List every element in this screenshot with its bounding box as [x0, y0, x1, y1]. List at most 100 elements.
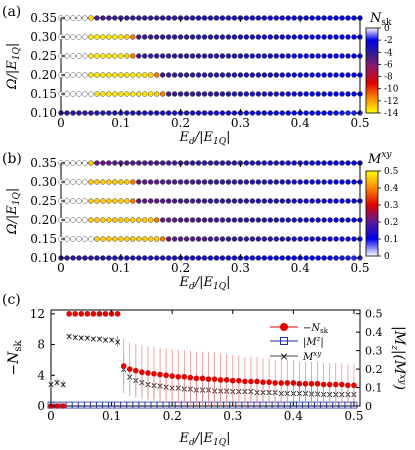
- scatter-point: [64, 34, 70, 40]
- scatter-point: [279, 236, 286, 242]
- scatter-point: [297, 217, 303, 223]
- scatter-point: [130, 198, 136, 204]
- y-tick-label: 0.25: [30, 49, 57, 63]
- scatter-point: [195, 217, 202, 223]
- scatter-point: [135, 217, 142, 223]
- scatter-point: [141, 160, 148, 166]
- scatter-point: [249, 255, 256, 261]
- scatter-point: [106, 15, 112, 21]
- scatter-point: [124, 91, 130, 97]
- scatter-point: [141, 53, 148, 59]
- scatter-point: [141, 217, 148, 223]
- scatter-point: [339, 72, 345, 78]
- x-tick-label: 0.4: [291, 116, 310, 130]
- scatter-point: [201, 72, 208, 78]
- nsk-point: [181, 374, 188, 380]
- scatter-point: [225, 34, 232, 40]
- colorbar-tick-label: 0.3: [384, 201, 399, 211]
- scatter-point: [100, 34, 106, 40]
- scatter-point: [291, 179, 297, 185]
- scatter-point: [153, 236, 160, 242]
- scatter-point: [327, 160, 333, 166]
- y-tick-label-right: 0.1: [365, 382, 383, 395]
- scatter-point: [237, 179, 244, 185]
- scatter-point: [225, 15, 232, 21]
- scatter-point: [124, 255, 130, 261]
- colorbar-tick-label: -2: [384, 36, 393, 46]
- scatter-point: [249, 217, 256, 223]
- scatter-point: [285, 72, 291, 78]
- scatter-point: [207, 160, 214, 166]
- scatter-point: [112, 217, 118, 223]
- scatter-point: [177, 53, 184, 59]
- colorbar-tick-label: 0.1: [384, 235, 398, 245]
- nsk-point: [90, 311, 97, 317]
- scatter-point: [88, 34, 94, 40]
- x-tick-label: 0.3: [223, 409, 242, 423]
- scatter-point: [100, 53, 106, 59]
- scatter-point: [237, 217, 244, 223]
- scatter-point: [64, 198, 70, 204]
- scatter-point: [195, 236, 202, 242]
- scatter-point: [243, 15, 250, 21]
- scatter-point: [106, 72, 112, 78]
- scatter-point: [171, 217, 178, 223]
- nsk-point: [193, 375, 200, 382]
- scatter-point: [147, 72, 154, 78]
- scatter-point: [249, 91, 256, 97]
- scatter-point: [82, 72, 88, 78]
- scatter-point: [159, 34, 166, 40]
- mxy-point: ×: [59, 380, 67, 390]
- scatter-point: [351, 198, 357, 204]
- scatter-point: [165, 217, 172, 223]
- x-tick-label: 0.3: [231, 261, 250, 275]
- panel-a-axes: 0 0.1 0.2 0.3 0.4 0.5 0.10 0.15 0.20 0.25 0.30 0.35: [30, 11, 369, 130]
- scatter-point: [82, 255, 88, 261]
- scatter-point: [231, 236, 238, 242]
- scatter-point: [315, 236, 321, 242]
- nsk-point: [326, 381, 333, 388]
- scatter-point: [339, 91, 345, 97]
- scatter-point: [171, 110, 178, 116]
- scatter-point: [189, 53, 196, 59]
- scatter-point: [207, 72, 214, 78]
- y-tick-label-right: 0: [365, 400, 372, 413]
- scatter-point: [100, 110, 106, 116]
- scatter-point: [297, 72, 303, 78]
- scatter-point: [219, 72, 226, 78]
- panel-b-ylabel: Ω/|E1Q|: [5, 188, 22, 236]
- scatter-point: [309, 198, 315, 204]
- scatter-point: [243, 110, 250, 116]
- scatter-point: [249, 110, 256, 116]
- scatter-point: [303, 255, 309, 261]
- scatter-point: [279, 255, 286, 261]
- scatter-point: [225, 236, 232, 242]
- scatter-point: [255, 255, 262, 261]
- scatter-point: [219, 198, 226, 204]
- x-tick-label: 0.1: [102, 409, 121, 423]
- scatter-point: [159, 110, 166, 116]
- scatter-point: [327, 53, 333, 59]
- scatter-point: [171, 91, 178, 97]
- nsk-point: [248, 378, 254, 385]
- scatter-point: [339, 110, 345, 116]
- scatter-point: [231, 110, 238, 116]
- scatter-point: [255, 217, 262, 223]
- scatter-point: [267, 110, 274, 116]
- scatter-point: [219, 160, 226, 166]
- scatter-point: [333, 91, 339, 97]
- scatter-point: [225, 198, 232, 204]
- x-tick-label: 0.5: [350, 116, 369, 130]
- x-tick-label: 0: [47, 409, 55, 423]
- scatter-point: [94, 198, 100, 204]
- scatter-point: [130, 72, 136, 78]
- scatter-point: [273, 217, 280, 223]
- scatter-point: [261, 198, 268, 204]
- mxy-point: ×: [96, 335, 104, 345]
- scatter-point: [82, 53, 88, 59]
- scatter-point: [171, 53, 178, 59]
- scatter-point: [255, 91, 262, 97]
- scatter-point: [88, 15, 94, 21]
- nsk-point: [314, 380, 321, 387]
- colorbar-tick-label: -8: [384, 73, 393, 83]
